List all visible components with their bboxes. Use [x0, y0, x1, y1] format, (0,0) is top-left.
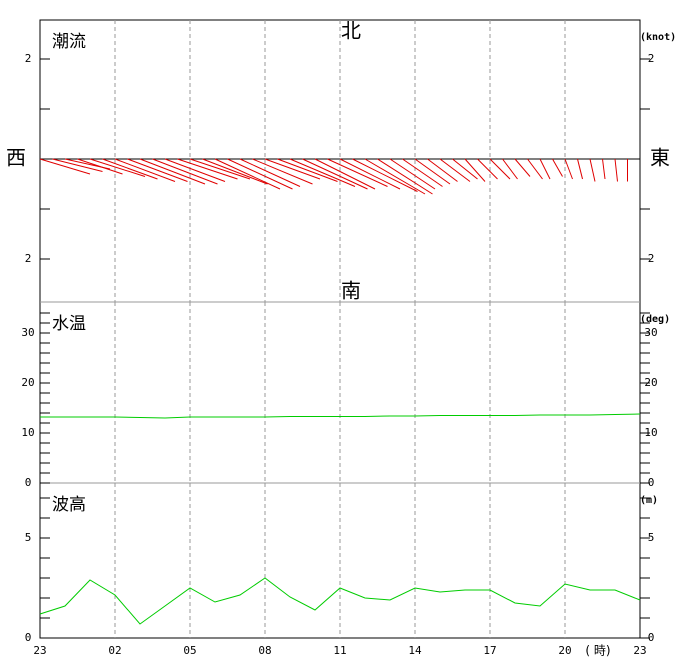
y-tick-label-right: 2: [648, 252, 655, 265]
current-vector: [564, 158, 573, 180]
data-line: [39, 577, 641, 625]
current-vector: [152, 158, 218, 185]
current-vector: [414, 158, 451, 185]
current-vector: [327, 158, 388, 187]
current-vector: [527, 158, 543, 180]
y-tick-label: 0: [25, 631, 32, 644]
current-vector: [139, 158, 206, 185]
current-vector: [302, 158, 368, 190]
panel-title: 潮流: [52, 32, 86, 52]
y-tick-label-right: 5: [648, 531, 655, 544]
current-vector: [39, 158, 91, 175]
panel-title: 波高: [52, 495, 86, 515]
x-tick-label: 17: [483, 644, 496, 657]
current-vector: [52, 158, 103, 172]
current-vector: [189, 158, 251, 180]
x-tick-label: 08: [258, 644, 271, 657]
current-vector: [77, 158, 123, 175]
current-vector: [214, 158, 281, 190]
south-label: 南: [341, 279, 361, 303]
current-vector: [402, 158, 443, 187]
current-vector: [339, 158, 401, 190]
y-tick-label: 10: [21, 426, 34, 439]
x-tick-label: 02: [108, 644, 121, 657]
current-vector: [589, 158, 596, 182]
current-vector: [202, 158, 268, 185]
panel-title: 水温: [52, 314, 86, 334]
current-vector: [614, 158, 618, 182]
current-vector: [477, 158, 498, 180]
current-vector: [177, 158, 238, 180]
current-vector: [164, 158, 226, 182]
x-tick-label: 20: [558, 644, 571, 657]
current-vector: [364, 158, 426, 195]
current-vector: [89, 158, 146, 177]
x-tick-label: 11: [333, 644, 346, 657]
north-label: 北: [341, 19, 361, 43]
current-vector: [539, 158, 551, 180]
unit-label: (knot): [640, 32, 676, 43]
y-tick-label-right: 30: [644, 326, 657, 339]
current-vector: [239, 158, 301, 187]
current-vector: [264, 158, 321, 180]
current-vector: [452, 158, 478, 180]
y-tick-label-right: 2: [648, 52, 655, 65]
current-vector: [602, 158, 606, 180]
current-vector: [352, 158, 418, 192]
y-tick-label: 30: [21, 326, 34, 339]
x-unit-label: ( 時): [585, 644, 610, 658]
x-tick-label: 23: [33, 644, 46, 657]
current-vector: [314, 158, 376, 190]
x-tick-label: 23: [633, 644, 646, 657]
current-vector: [102, 158, 158, 180]
current-vector: [127, 158, 188, 182]
y-tick-label-right: 0: [648, 631, 655, 644]
y-tick-label-right: 10: [644, 426, 657, 439]
current-vector: [439, 158, 471, 182]
current-vector: [227, 158, 293, 190]
y-tick-label: 5: [25, 531, 32, 544]
current-vector: [464, 158, 486, 182]
west-label: 西: [6, 146, 26, 170]
current-vector: [252, 158, 313, 185]
y-tick-label: 2: [25, 52, 32, 65]
current-vector: [514, 158, 531, 177]
current-vector: [427, 158, 458, 182]
y-tick-label: 20: [21, 376, 34, 389]
y-tick-label-right: 20: [644, 376, 657, 389]
current-vector: [377, 158, 433, 195]
current-vector: [552, 158, 563, 177]
unit-label: (deg): [640, 314, 670, 325]
current-vector: [289, 158, 356, 187]
current-vector: [489, 158, 511, 180]
current-vector: [577, 158, 583, 180]
data-line: [40, 413, 641, 419]
y-tick-label: 0: [25, 476, 32, 489]
unit-label: (m): [640, 495, 658, 506]
x-tick-label: 14: [408, 644, 422, 657]
east-label: 東: [650, 146, 670, 170]
y-tick-label-right: 0: [648, 476, 655, 489]
current-vector: [389, 158, 436, 190]
current-vector: [502, 158, 518, 180]
current-vector: [277, 158, 338, 182]
y-tick-label: 2: [25, 252, 32, 265]
x-tick-label: 05: [183, 644, 196, 657]
current-vector: [114, 158, 176, 182]
